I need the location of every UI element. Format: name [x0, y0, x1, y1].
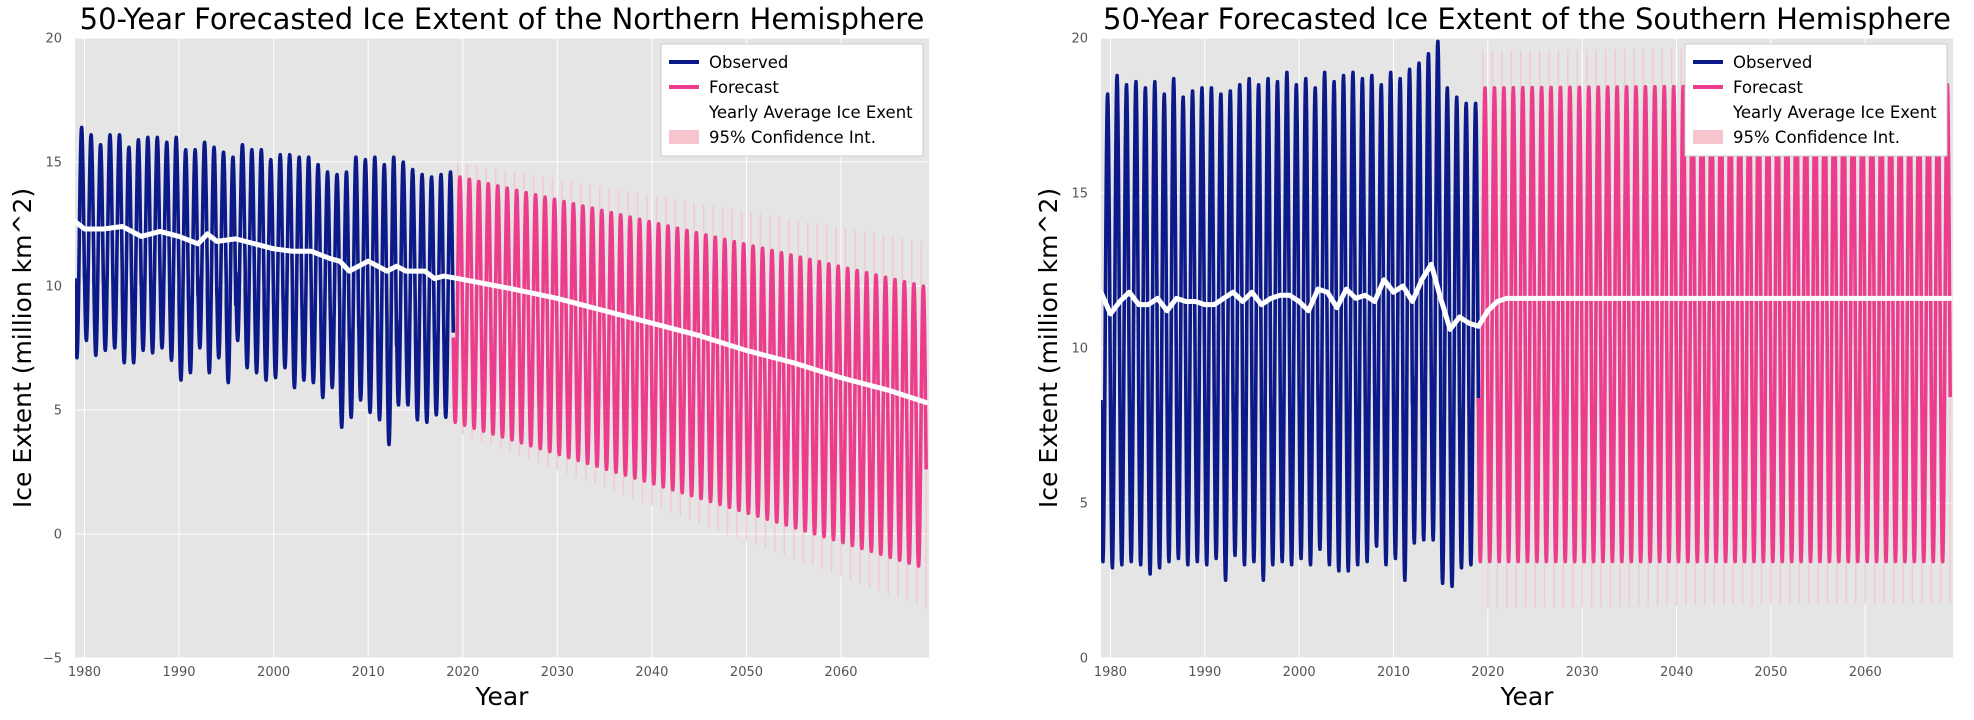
x-axis-label: Year	[475, 682, 530, 711]
x-tick-label: 2000	[1283, 665, 1316, 680]
observed-series	[1101, 39, 1481, 589]
y-axis-label: Ice Extent (million km^2)	[1034, 188, 1063, 508]
chart-title: 50-Year Forecasted Ice Extent of the Nor…	[80, 2, 925, 36]
y-tick-label: −5	[43, 652, 62, 667]
x-tick-label: 1990	[1188, 665, 1221, 680]
tick-labels: 1980 1990 2000 2010 2020 2030 2040 2050 2060−505…	[43, 32, 858, 681]
legend-entry: Observed	[709, 53, 788, 72]
observed-series	[75, 125, 456, 447]
x-tick-label: 2020	[446, 665, 479, 680]
y-tick-label: 15	[1071, 187, 1088, 202]
x-tick-label: 2030	[1566, 665, 1599, 680]
yearly-average-line	[75, 219, 929, 406]
legend: Observed Forecast Yearly Average Ice Exent…	[660, 43, 924, 157]
yearly-average-line	[1101, 261, 1953, 332]
x-tick-label: 1980	[68, 665, 101, 680]
y-tick-label: 5	[1080, 497, 1088, 512]
x-tick-label: 1990	[162, 665, 195, 680]
y-tick-label: 20	[45, 32, 62, 47]
x-tick-label: 2040	[1660, 665, 1693, 680]
legend-entry: Yearly Average Ice Exent	[1732, 103, 1937, 122]
x-axis-label: Year	[1500, 682, 1555, 711]
x-tick-label: 2020	[1471, 665, 1504, 680]
tick-labels: 1980 1990 2000 2010 2020 2030 2040 2050 2060 0 5 10…	[1071, 32, 1881, 681]
x-tick-label: 2010	[1377, 665, 1410, 680]
legend-entry: Forecast	[1733, 78, 1803, 97]
chart-southern: 1980 1990 2000 2010 2020 2030 2040 2050 2060 0 5 10…	[1034, 2, 1953, 711]
legend-box	[660, 43, 924, 157]
x-tick-label: 2030	[541, 665, 574, 680]
chart-title: 50-Year Forecasted Ice Extent of the Sou…	[1103, 2, 1951, 36]
x-tick-label: 2050	[730, 665, 763, 680]
y-tick-label: 0	[1080, 652, 1088, 667]
y-axis-label: Ice Extent (million km^2)	[8, 188, 37, 508]
legend-entry: Yearly Average Ice Exent	[708, 103, 913, 122]
legend-swatch	[1693, 130, 1723, 144]
legend-entry: Observed	[1733, 53, 1812, 72]
x-tick-label: 2060	[1849, 665, 1882, 680]
legend: Observed Forecast Yearly Average Ice Exent…	[1684, 43, 1948, 157]
x-tick-label: 1980	[1094, 665, 1127, 680]
y-tick-label: 10	[45, 280, 62, 295]
plot-area	[75, 125, 929, 609]
chart-northern: 1980 1990 2000 2010 2020 2030 2040 2050 2060−505…	[8, 2, 929, 711]
y-tick-label: 15	[45, 156, 62, 171]
y-tick-label: 5	[54, 404, 62, 419]
y-tick-label: 20	[1071, 32, 1088, 47]
legend-entry: 95% Confidence Int.	[709, 128, 876, 147]
x-tick-label: 2060	[824, 665, 857, 680]
y-tick-label: 0	[54, 528, 62, 543]
x-tick-label: 2040	[635, 665, 668, 680]
legend-box	[1684, 43, 1948, 157]
forecast-series	[451, 175, 928, 568]
legend-entry: 95% Confidence Int.	[1733, 128, 1900, 147]
x-tick-label: 2010	[352, 665, 385, 680]
legend-swatch	[669, 130, 699, 144]
legend-entry: Forecast	[709, 78, 779, 97]
y-tick-label: 10	[1071, 342, 1088, 357]
x-tick-label: 2000	[257, 665, 290, 680]
x-tick-label: 2050	[1754, 665, 1787, 680]
